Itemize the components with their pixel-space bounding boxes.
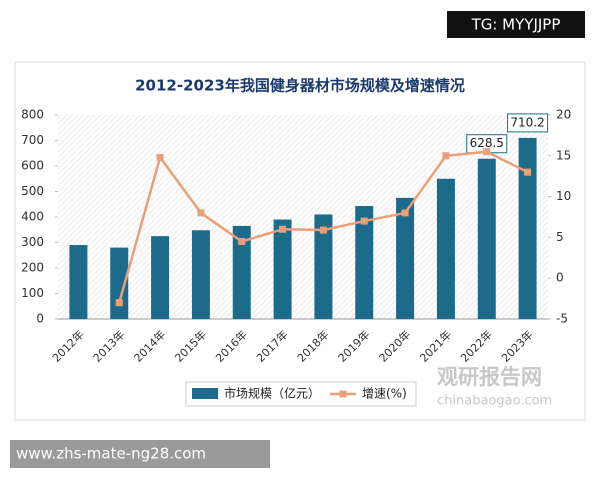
bar [69, 245, 88, 319]
watermark-brand: 观研报告网 [437, 365, 542, 389]
watermark-url: chinabaogao.com [437, 394, 552, 409]
bar [396, 197, 415, 319]
badge: TG: MYYJJPP [471, 16, 561, 34]
bar [314, 214, 333, 319]
value-label: 628.5 [470, 136, 504, 150]
line-marker [319, 226, 327, 234]
y-tick-label: 400 [21, 210, 44, 224]
line-marker [115, 299, 123, 307]
bar [191, 230, 210, 319]
y2-tick-label: 20 [556, 108, 571, 122]
line-marker [360, 217, 368, 225]
value-label-box [507, 113, 549, 133]
line-marker [483, 148, 491, 156]
legend-swatch [192, 388, 218, 399]
y-tick-label: 0 [36, 312, 44, 326]
chart-title: 2012-2023年我国健身器材市场规模及增速情况 [135, 77, 465, 95]
line-marker [279, 225, 287, 233]
line-marker [524, 168, 532, 176]
y-tick-label: 700 [21, 133, 44, 147]
bar [110, 247, 129, 319]
y-tick-label: 300 [21, 235, 44, 249]
y-tick-label: 600 [21, 159, 44, 173]
legend-label: 增速(%) [362, 387, 407, 401]
footer-box [10, 440, 270, 468]
y-tick-label: 800 [21, 108, 44, 122]
legend-box [185, 381, 417, 407]
line-marker [197, 209, 205, 217]
bar [355, 206, 374, 319]
bar [436, 178, 455, 319]
y2-tick-label: 5 [556, 230, 564, 244]
y-tick-label: 200 [21, 261, 44, 275]
legend-label: 市场规模（亿元） [224, 386, 320, 401]
badge-box [447, 11, 585, 38]
bar [518, 137, 537, 319]
bar [151, 236, 170, 319]
line-marker [238, 237, 246, 245]
bar [232, 225, 251, 319]
y2-tick-label: 0 [556, 271, 564, 285]
y-tick-label: 100 [21, 286, 44, 300]
value-label: 710.2 [510, 115, 544, 129]
line-marker [401, 209, 409, 217]
line-marker [156, 153, 164, 161]
legend-marker [339, 390, 347, 398]
bar [273, 219, 292, 319]
y2-tick-label: 15 [556, 148, 571, 162]
y2-tick-label: 10 [556, 189, 571, 203]
bar [477, 158, 496, 319]
y2-tick-label: -5 [556, 312, 568, 326]
line-marker [442, 152, 450, 160]
footer: www.zhs-mate-ng28.com [16, 445, 206, 463]
y-tick-label: 500 [21, 184, 44, 198]
